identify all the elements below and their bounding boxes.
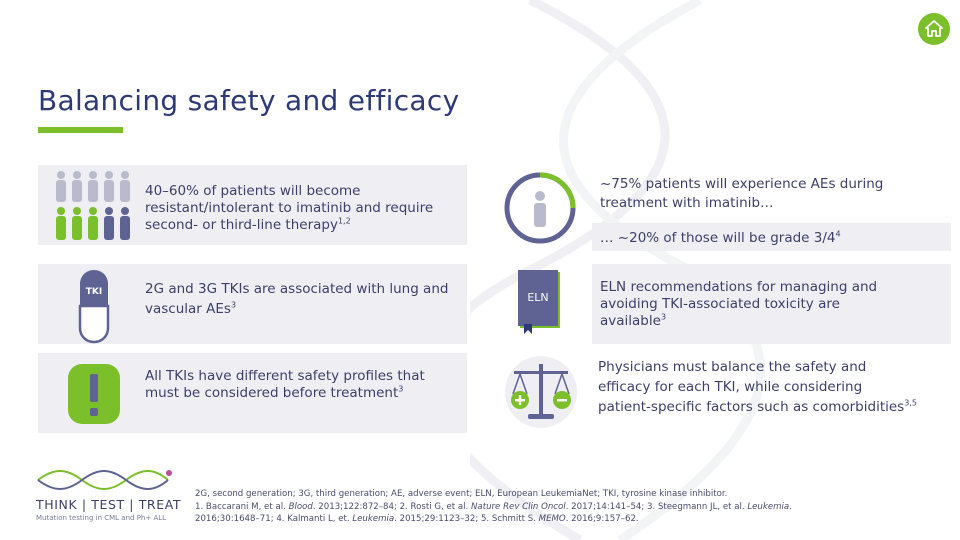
right-panel-2 xyxy=(592,264,951,344)
think-test-treat-logo: THINK | TEST | TREAT Mutation testing in… xyxy=(36,466,181,526)
footnote-abbreviations: 2G, second generation; 3G, third generat… xyxy=(195,489,728,499)
person-ring-icon xyxy=(504,172,576,244)
left-panel-2 xyxy=(38,264,467,344)
pill-tki-badge: TKI xyxy=(86,287,102,297)
left-item-3-text: All TKIs have different safety profiles … xyxy=(145,368,425,401)
logo-wordmark: THINK | TEST | TREAT xyxy=(36,497,182,512)
right-item-1-subtext: … ~20% of those will be grade 3/44 xyxy=(600,229,841,246)
right-panel-1 xyxy=(592,223,951,251)
footnote: 2G, second generation; 3G, third generat… xyxy=(195,488,925,526)
footnote-references-line-2: 2016;30:1648–71; 4. Kalmanti L, et. Leuk… xyxy=(195,514,639,524)
title-accent-bar xyxy=(38,127,123,133)
footnote-references-line-1: 1. Baccarani M, et al. Blood. 2013;122:8… xyxy=(195,501,792,512)
dna-logo-icon xyxy=(37,470,172,490)
book-eln-badge: ELN xyxy=(527,291,548,304)
book-icon: ELN xyxy=(518,270,560,334)
left-item-2-text: 2G and 3G TKIs are associated with lung … xyxy=(145,281,449,317)
right-item-1-text: ~75% patients will experience AEs during… xyxy=(600,176,884,211)
right-item-2-text: ELN recommendations for managing and avo… xyxy=(600,279,878,329)
exclamation-icon xyxy=(68,364,120,424)
home-icon xyxy=(925,20,943,37)
people-icon xyxy=(56,171,130,240)
pill-icon: TKI xyxy=(78,270,110,344)
right-item-3-text: Physicians must balance the safety and e… xyxy=(598,359,917,415)
logo-tagline: Mutation testing in CML and Ph+ ALL xyxy=(36,514,167,522)
home-button[interactable] xyxy=(918,13,950,45)
left-item-1-text: 40–60% of patients will become resistant… xyxy=(145,183,434,233)
page-title: Balancing safety and efficacy xyxy=(38,84,460,117)
balance-scale-icon xyxy=(505,356,577,428)
